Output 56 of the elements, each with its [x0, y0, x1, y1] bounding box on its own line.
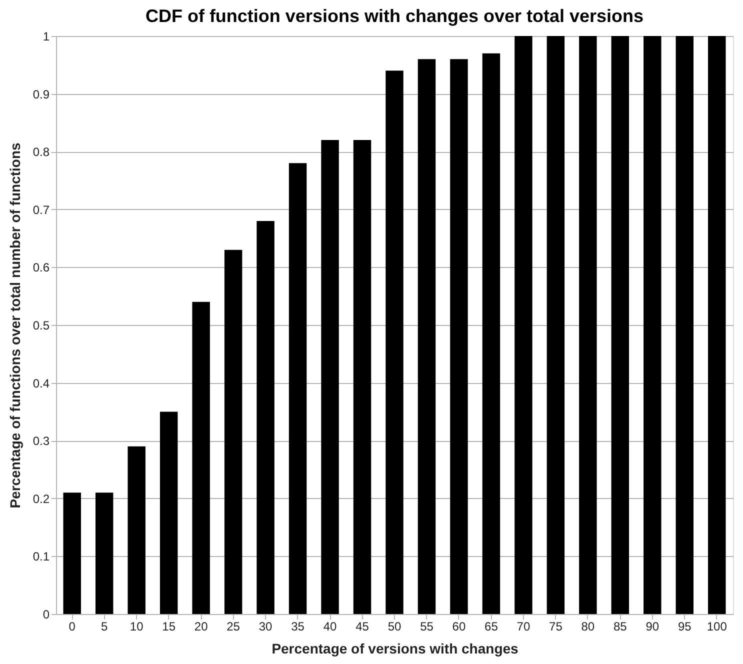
y-tick-label: 0.3 — [32, 434, 50, 448]
x-tick-label: 25 — [226, 620, 240, 634]
x-tick-label: 40 — [323, 620, 338, 634]
x-axis-title: Percentage of versions with changes — [272, 640, 519, 656]
bar — [160, 412, 178, 614]
x-tick-label: 100 — [706, 620, 728, 634]
x-tick-label: 35 — [291, 620, 305, 634]
bar — [128, 446, 146, 614]
x-tick-label: 75 — [549, 620, 563, 634]
bar — [95, 492, 114, 614]
x-tick-label: 15 — [162, 620, 176, 634]
x-tick-label: 10 — [130, 620, 144, 634]
bar — [353, 140, 372, 614]
bar — [224, 250, 242, 614]
bar — [63, 492, 81, 614]
bar — [546, 36, 565, 614]
bar — [321, 140, 339, 614]
bar — [192, 302, 210, 614]
x-tick-label: 70 — [516, 620, 530, 634]
x-tick-label: 60 — [452, 620, 466, 634]
bar — [708, 36, 726, 614]
chart-title: CDF of function versions with changes over total versions — [145, 6, 644, 26]
bar — [482, 53, 500, 614]
y-tick-label: 0.8 — [32, 145, 50, 160]
y-tick-label: 0.7 — [32, 202, 50, 217]
bar — [256, 220, 274, 614]
x-tick-label: 30 — [258, 620, 273, 634]
x-tick-label: 5 — [101, 620, 108, 634]
bar — [579, 36, 597, 614]
x-tick-label: 95 — [678, 620, 692, 634]
y-tick-label: 0.1 — [32, 550, 50, 564]
x-tick-label: 45 — [356, 620, 370, 634]
bar — [644, 36, 662, 614]
bar — [386, 70, 404, 614]
x-tick-label: 50 — [388, 620, 402, 634]
y-axis-title: Percentage of functions over total number of functions — [6, 142, 23, 508]
y-tick-label: 0.6 — [32, 260, 50, 275]
x-tick-label: 0 — [68, 620, 76, 634]
bar — [514, 36, 532, 614]
y-tick-label: 1 — [42, 30, 50, 44]
y-tick-label: 0.4 — [32, 376, 50, 390]
bar — [611, 36, 630, 614]
x-tick-label: 80 — [581, 620, 595, 634]
bar — [418, 59, 436, 614]
x-tick-label: 65 — [484, 620, 498, 634]
y-tick-label: 0 — [42, 608, 50, 622]
bar — [288, 163, 307, 614]
y-tick-label: 0.9 — [32, 87, 50, 102]
x-tick-label: 55 — [420, 620, 434, 634]
bar — [676, 36, 694, 614]
x-tick-label: 85 — [613, 620, 628, 634]
x-tick-label: 20 — [194, 620, 208, 634]
y-tick-label: 0.5 — [32, 318, 50, 332]
y-tick-label: 0.2 — [32, 492, 50, 506]
bar — [450, 59, 468, 614]
x-tick-label: 90 — [646, 620, 660, 634]
